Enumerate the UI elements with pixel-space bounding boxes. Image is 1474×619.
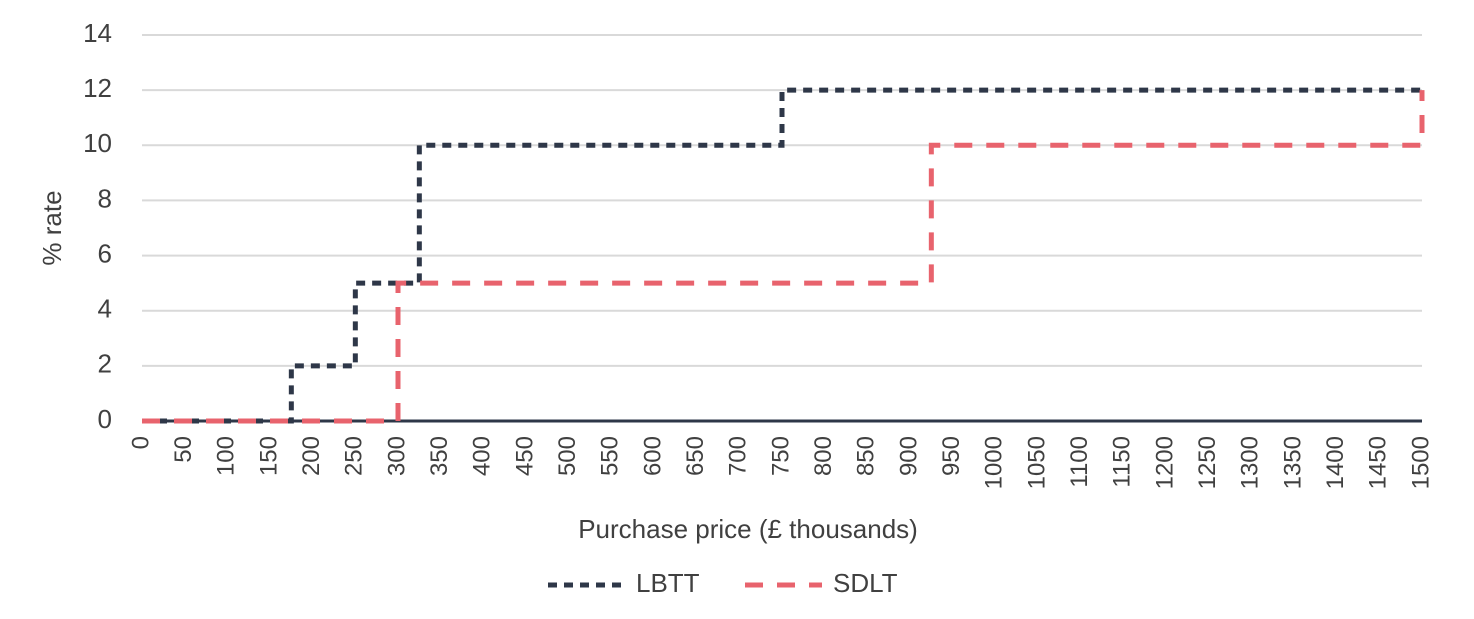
x-tick-label: 750 <box>767 436 794 476</box>
x-tick-label: 1300 <box>1237 436 1264 489</box>
x-tick-label: 800 <box>810 436 837 476</box>
x-tick-label: 100 <box>213 436 240 476</box>
x-tick-label: 1000 <box>981 436 1008 489</box>
x-tick-label: 0 <box>127 436 154 449</box>
x-tick-label: 1350 <box>1279 436 1306 489</box>
x-tick-label: 550 <box>597 436 624 476</box>
x-tick-label: 900 <box>895 436 922 476</box>
x-tick-label: 600 <box>639 436 666 476</box>
y-tick-label: 14 <box>83 18 112 48</box>
x-tick-label: 250 <box>341 436 368 476</box>
x-tick-label: 500 <box>554 436 581 476</box>
x-tick-label: 1100 <box>1066 436 1093 488</box>
y-tick-label: 2 <box>98 349 112 379</box>
x-tick-label: 650 <box>682 436 709 476</box>
x-tick-label: 950 <box>938 436 965 476</box>
x-tick-label: 1250 <box>1194 436 1221 489</box>
series-line <box>142 87 1422 424</box>
x-tick-label: 1450 <box>1365 436 1392 489</box>
y-tick-label: 8 <box>98 183 112 213</box>
series-line <box>142 90 1425 424</box>
x-tick-label: 1500 <box>1407 436 1434 489</box>
x-tick-label: 50 <box>170 436 197 463</box>
x-tick-label: 1200 <box>1151 436 1178 489</box>
x-tick-label: 450 <box>511 436 538 476</box>
y-tick-label: 12 <box>83 73 112 103</box>
x-tick-label: 850 <box>853 436 880 476</box>
y-tick-label: 10 <box>83 128 112 158</box>
x-tick-label: 400 <box>469 436 496 476</box>
x-tick-label: 1150 <box>1109 436 1136 488</box>
x-axis-title: Purchase price (£ thousands) <box>578 514 918 544</box>
x-tick-label: 200 <box>298 436 325 476</box>
y-tick-label: 4 <box>98 294 112 324</box>
y-tick-label: 6 <box>98 238 112 268</box>
x-tick-label: 1050 <box>1023 436 1050 489</box>
x-tick-label: 700 <box>725 436 752 476</box>
y-tick-label: 0 <box>98 404 112 434</box>
legend-label: SDLT <box>833 568 898 598</box>
legend-label: LBTT <box>636 568 700 598</box>
x-tick-label: 1400 <box>1322 436 1349 489</box>
y-axis-title: % rate <box>37 190 67 265</box>
x-tick-label: 350 <box>426 436 453 476</box>
x-tick-label: 300 <box>383 436 410 476</box>
x-tick-label: 150 <box>255 436 282 476</box>
